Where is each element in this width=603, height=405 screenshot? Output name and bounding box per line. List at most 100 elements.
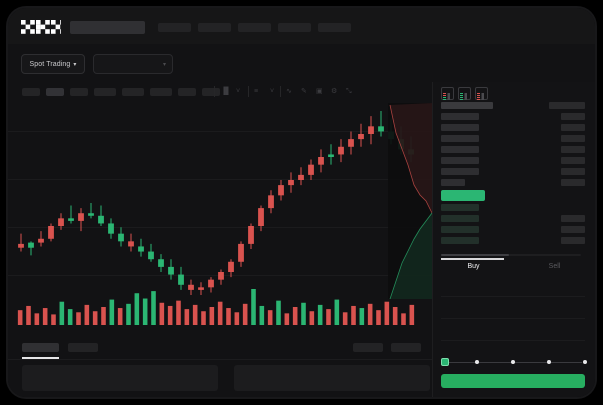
orderbook-layout-asks-icon[interactable] bbox=[475, 87, 488, 100]
chevron-down-icon[interactable]: ˅ bbox=[236, 88, 241, 95]
trading-mode-select[interactable]: Spot Trading ▾ bbox=[21, 54, 85, 74]
orderbook-scrollbar[interactable] bbox=[441, 254, 509, 256]
tab-buy[interactable]: Buy bbox=[467, 263, 480, 270]
timeframe-button-8[interactable] bbox=[202, 88, 220, 96]
pair-select[interactable]: ▾ bbox=[93, 54, 173, 74]
bottom-tab-1[interactable] bbox=[22, 343, 59, 352]
orderbook-price bbox=[441, 113, 479, 120]
candle-type-icon[interactable]: ▐▌ bbox=[221, 88, 231, 95]
camera-icon[interactable]: ▣ bbox=[316, 88, 323, 95]
volume-series bbox=[17, 289, 415, 325]
pencil-icon[interactable]: ✎ bbox=[301, 88, 307, 95]
orderbook-row-ask[interactable] bbox=[433, 179, 595, 189]
orderbook-price bbox=[441, 215, 479, 222]
orderbook-amount bbox=[549, 102, 585, 109]
orderbook-row-ask[interactable] bbox=[433, 113, 595, 123]
timeframe-button-5[interactable] bbox=[122, 88, 144, 96]
orderbook-price bbox=[441, 179, 465, 186]
orderbook-amount bbox=[561, 237, 585, 244]
nav-item-4[interactable] bbox=[278, 23, 311, 32]
orderbook-layout-bids-icon[interactable] bbox=[458, 87, 471, 100]
orderbook-row-ask[interactable] bbox=[433, 146, 595, 156]
wave-line-icon[interactable]: ∿ bbox=[286, 88, 292, 95]
orderbook-amount bbox=[561, 168, 585, 175]
okx-logo-icon[interactable] bbox=[21, 20, 61, 34]
orderbook-spread-highlight[interactable] bbox=[441, 190, 485, 201]
orderbook-price bbox=[441, 237, 479, 244]
orderbook-row-bid[interactable] bbox=[433, 237, 595, 247]
gridline-1 bbox=[8, 131, 433, 132]
orderbook-amount bbox=[561, 179, 585, 186]
gridline-3 bbox=[8, 227, 433, 228]
nav-item-5[interactable] bbox=[318, 23, 351, 32]
orderbook-layout-both-icon[interactable] bbox=[441, 87, 454, 100]
order-form-divider-1 bbox=[441, 296, 585, 297]
orderbook-row-ask[interactable] bbox=[433, 168, 595, 178]
orderbook-amount bbox=[561, 215, 585, 222]
orderbook-price bbox=[441, 135, 479, 142]
bottom-right-tab-1[interactable] bbox=[353, 343, 383, 352]
submit-buy-button[interactable] bbox=[441, 374, 585, 388]
orderbook-row-bid[interactable] bbox=[433, 226, 595, 236]
orderbook-row-ask[interactable] bbox=[433, 102, 595, 112]
orderbook-header bbox=[433, 82, 595, 102]
order-form bbox=[433, 280, 595, 397]
toolbar-divider bbox=[248, 86, 249, 97]
indicator-icon[interactable]: ≡ bbox=[254, 88, 259, 95]
orderbook-row-ask[interactable] bbox=[433, 135, 595, 145]
timeframe-button-2[interactable] bbox=[46, 88, 64, 96]
nav-item-1[interactable] bbox=[158, 23, 191, 32]
orderbook-price bbox=[441, 157, 479, 164]
orderbook-price bbox=[441, 146, 479, 153]
orderbook-amount bbox=[561, 226, 585, 233]
timeframe-button-7[interactable] bbox=[178, 88, 196, 96]
toolbar-divider bbox=[214, 86, 215, 97]
slider-step-75[interactable] bbox=[547, 360, 551, 364]
depth-chart-overlay bbox=[388, 103, 433, 299]
orderbook-row-bid[interactable] bbox=[433, 215, 595, 225]
bottom-tab-2[interactable] bbox=[68, 343, 98, 352]
toolbar-divider bbox=[280, 86, 281, 97]
gridline-2 bbox=[8, 179, 433, 180]
bottom-right-tab-2[interactable] bbox=[391, 343, 421, 352]
orderbook-price bbox=[441, 102, 493, 109]
orderbook-row-ask[interactable] bbox=[433, 124, 595, 134]
orderbook-row-bid[interactable] bbox=[433, 204, 595, 214]
tab-sell[interactable]: Sell bbox=[548, 263, 561, 270]
settings-gear-icon[interactable]: ⚙ bbox=[331, 88, 338, 95]
slider-step-100[interactable] bbox=[583, 360, 587, 364]
timeframe-button-1[interactable] bbox=[22, 88, 40, 96]
search-input[interactable] bbox=[70, 21, 145, 34]
orderbook-price bbox=[441, 168, 479, 175]
slider-step-50[interactable] bbox=[511, 360, 515, 364]
orderbook-price bbox=[441, 226, 479, 233]
bottom-tab-bar bbox=[8, 337, 433, 360]
chevron-down-icon[interactable]: ˅ bbox=[270, 88, 275, 95]
timeframe-button-4[interactable] bbox=[94, 88, 116, 96]
bottom-tab-1-underline bbox=[22, 357, 59, 359]
price-chart[interactable] bbox=[8, 101, 433, 337]
chevron-down-icon: ▾ bbox=[73, 61, 77, 68]
slider-handle[interactable] bbox=[441, 358, 449, 366]
timeframe-button-3[interactable] bbox=[70, 88, 88, 96]
nav-item-3[interactable] bbox=[238, 23, 271, 32]
orderbook-price bbox=[441, 124, 479, 131]
amount-slider[interactable] bbox=[441, 358, 587, 366]
device-bezel: Spot Trading ▾ ▾ ▐▌ ˅ ≡ ˅ ∿ ✎ ▣ ⚙ ⤡ bbox=[8, 8, 595, 397]
order-form-divider-2 bbox=[441, 318, 585, 319]
fullscreen-icon[interactable]: ⤡ bbox=[346, 88, 352, 95]
buy-tab-underline bbox=[441, 258, 504, 260]
orderbook-rows[interactable] bbox=[433, 102, 595, 250]
orderbook-row-ask[interactable] bbox=[433, 157, 595, 167]
orderbook-amount bbox=[561, 113, 585, 120]
slider-step-25[interactable] bbox=[475, 360, 479, 364]
candlestick-series bbox=[18, 111, 414, 295]
timeframe-button-6[interactable] bbox=[150, 88, 172, 96]
orderbook-price bbox=[441, 204, 479, 211]
nav-item-2[interactable] bbox=[198, 23, 231, 32]
top-header bbox=[8, 8, 595, 44]
buy-sell-tabs: Buy Sell bbox=[433, 260, 595, 280]
orderbook-amount bbox=[561, 157, 585, 164]
bottom-panel-right bbox=[234, 365, 430, 391]
